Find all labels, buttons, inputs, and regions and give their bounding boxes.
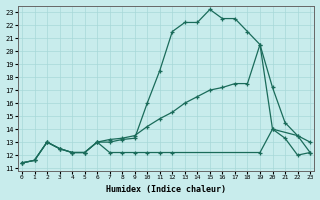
X-axis label: Humidex (Indice chaleur): Humidex (Indice chaleur)	[106, 185, 226, 194]
